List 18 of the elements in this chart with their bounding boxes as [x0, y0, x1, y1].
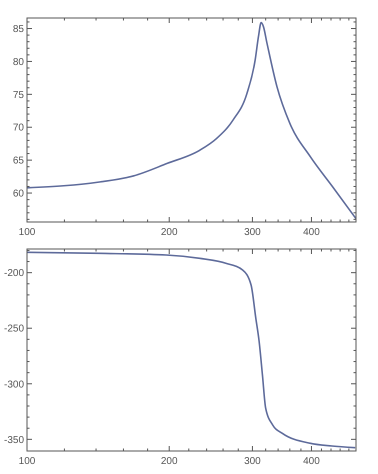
x-tick-label: 100: [18, 227, 36, 238]
y-tick-label: -200: [4, 268, 24, 280]
y-tick-label: 85: [12, 24, 24, 36]
x-tick-label: 300: [244, 227, 262, 238]
x-tick-label: 100: [18, 456, 36, 467]
y-tick-label: 80: [12, 56, 24, 68]
x-tick-label: 200: [160, 456, 178, 467]
y-tick-label: 65: [12, 156, 24, 167]
x-tick-label: 300: [244, 456, 262, 467]
y-tick-label: -300: [4, 379, 24, 390]
y-tick-label: -250: [4, 324, 24, 335]
y-tick-label: 60: [12, 188, 24, 200]
y-tick-label: -350: [4, 434, 24, 446]
x-tick-label: 200: [160, 227, 178, 238]
y-tick-label: 75: [12, 90, 24, 101]
y-tick-label: 70: [12, 122, 24, 134]
x-tick-label: 400: [303, 456, 320, 467]
x-tick-label: 400: [303, 227, 320, 238]
